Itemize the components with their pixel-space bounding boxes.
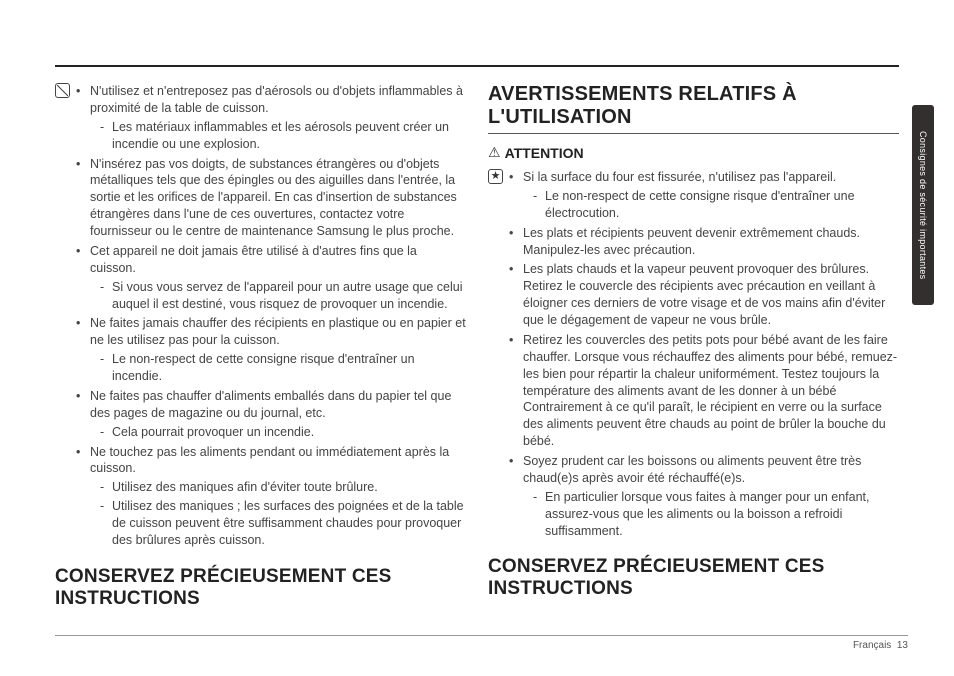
prohibit-icon: [55, 83, 70, 98]
sub-list: Le non-respect de cette consigne risque …: [90, 351, 466, 385]
sub-list-item: Utilisez des maniques afin d'éviter tout…: [90, 479, 466, 496]
sub-list-item: Le non-respect de cette consigne risque …: [90, 351, 466, 385]
sub-list-item: En particulier lorsque vous faites à man…: [523, 489, 899, 540]
list-item: Si la surface du four est fissurée, n'ut…: [509, 169, 899, 222]
sub-list: Cela pourrait provoquer un incendie.: [90, 424, 466, 441]
list-item: Les plats et récipients peuvent devenir …: [509, 225, 899, 259]
attention-label: ATTENTION: [505, 145, 584, 161]
sub-list-item: Cela pourrait provoquer un incendie.: [90, 424, 466, 441]
left-column: N'utilisez et n'entreposez pas d'aérosol…: [55, 83, 466, 610]
star-icon: ★: [488, 169, 503, 184]
list-item: N'insérez pas vos doigts, de substances …: [76, 156, 466, 240]
right-column: AVERTISSEMENTS RELATIFS À L'UTILISATION …: [488, 83, 899, 610]
list-item: Soyez prudent car les boissons ou alimen…: [509, 453, 899, 539]
footer-rule: [55, 635, 908, 636]
left-bullet-list: N'utilisez et n'entreposez pas d'aérosol…: [76, 83, 466, 552]
side-tab: Consignes de sécurité importantes: [912, 105, 934, 305]
sub-list: Si vous vous servez de l'appareil pour u…: [90, 279, 466, 313]
page-lang: Français: [853, 640, 891, 651]
sub-list-item: Le non-respect de cette consigne risque …: [523, 188, 899, 222]
list-item: Retirez les couvercles des petits pots p…: [509, 332, 899, 450]
sub-list-item: Si vous vous servez de l'appareil pour u…: [90, 279, 466, 313]
section-title: AVERTISSEMENTS RELATIFS À L'UTILISATION: [488, 83, 899, 134]
sub-list: En particulier lorsque vous faites à man…: [523, 489, 899, 540]
warning-icon: ⚠: [488, 144, 501, 161]
sub-list: Le non-respect de cette consigne risque …: [523, 188, 899, 222]
list-item: Ne faites pas chauffer d'aliments emball…: [76, 388, 466, 441]
sub-list-item: Les matériaux inflammables et les aéroso…: [90, 119, 466, 153]
list-item: Ne faites jamais chauffer des récipients…: [76, 315, 466, 385]
attention-row: ⚠ ATTENTION: [488, 144, 899, 161]
content-area: N'utilisez et n'entreposez pas d'aérosol…: [55, 83, 899, 610]
sub-list: Les matériaux inflammables et les aéroso…: [90, 119, 466, 153]
right-block: ★ Si la surface du four est fissurée, n'…: [488, 169, 899, 542]
sub-list-item: Utilisez des maniques ; les surfaces des…: [90, 498, 466, 549]
sub-list: Utilisez des maniques afin d'éviter tout…: [90, 479, 466, 549]
left-footer: CONSERVEZ PRÉCIEUSEMENT CES INSTRUCTIONS: [55, 566, 466, 610]
right-bullet-list: Si la surface du four est fissurée, n'ut…: [509, 169, 899, 542]
list-item: Ne touchez pas les aliments pendant ou i…: [76, 444, 466, 549]
list-item: N'utilisez et n'entreposez pas d'aérosol…: [76, 83, 466, 153]
list-item: Cet appareil ne doit jamais être utilisé…: [76, 243, 466, 313]
list-item: Les plats chauds et la vapeur peuvent pr…: [509, 261, 899, 329]
left-block: N'utilisez et n'entreposez pas d'aérosol…: [55, 83, 466, 552]
page-number: Français 13: [853, 640, 908, 651]
page-num: 13: [897, 640, 908, 651]
top-rule: [55, 65, 899, 67]
right-footer: CONSERVEZ PRÉCIEUSEMENT CES INSTRUCTIONS: [488, 556, 899, 600]
